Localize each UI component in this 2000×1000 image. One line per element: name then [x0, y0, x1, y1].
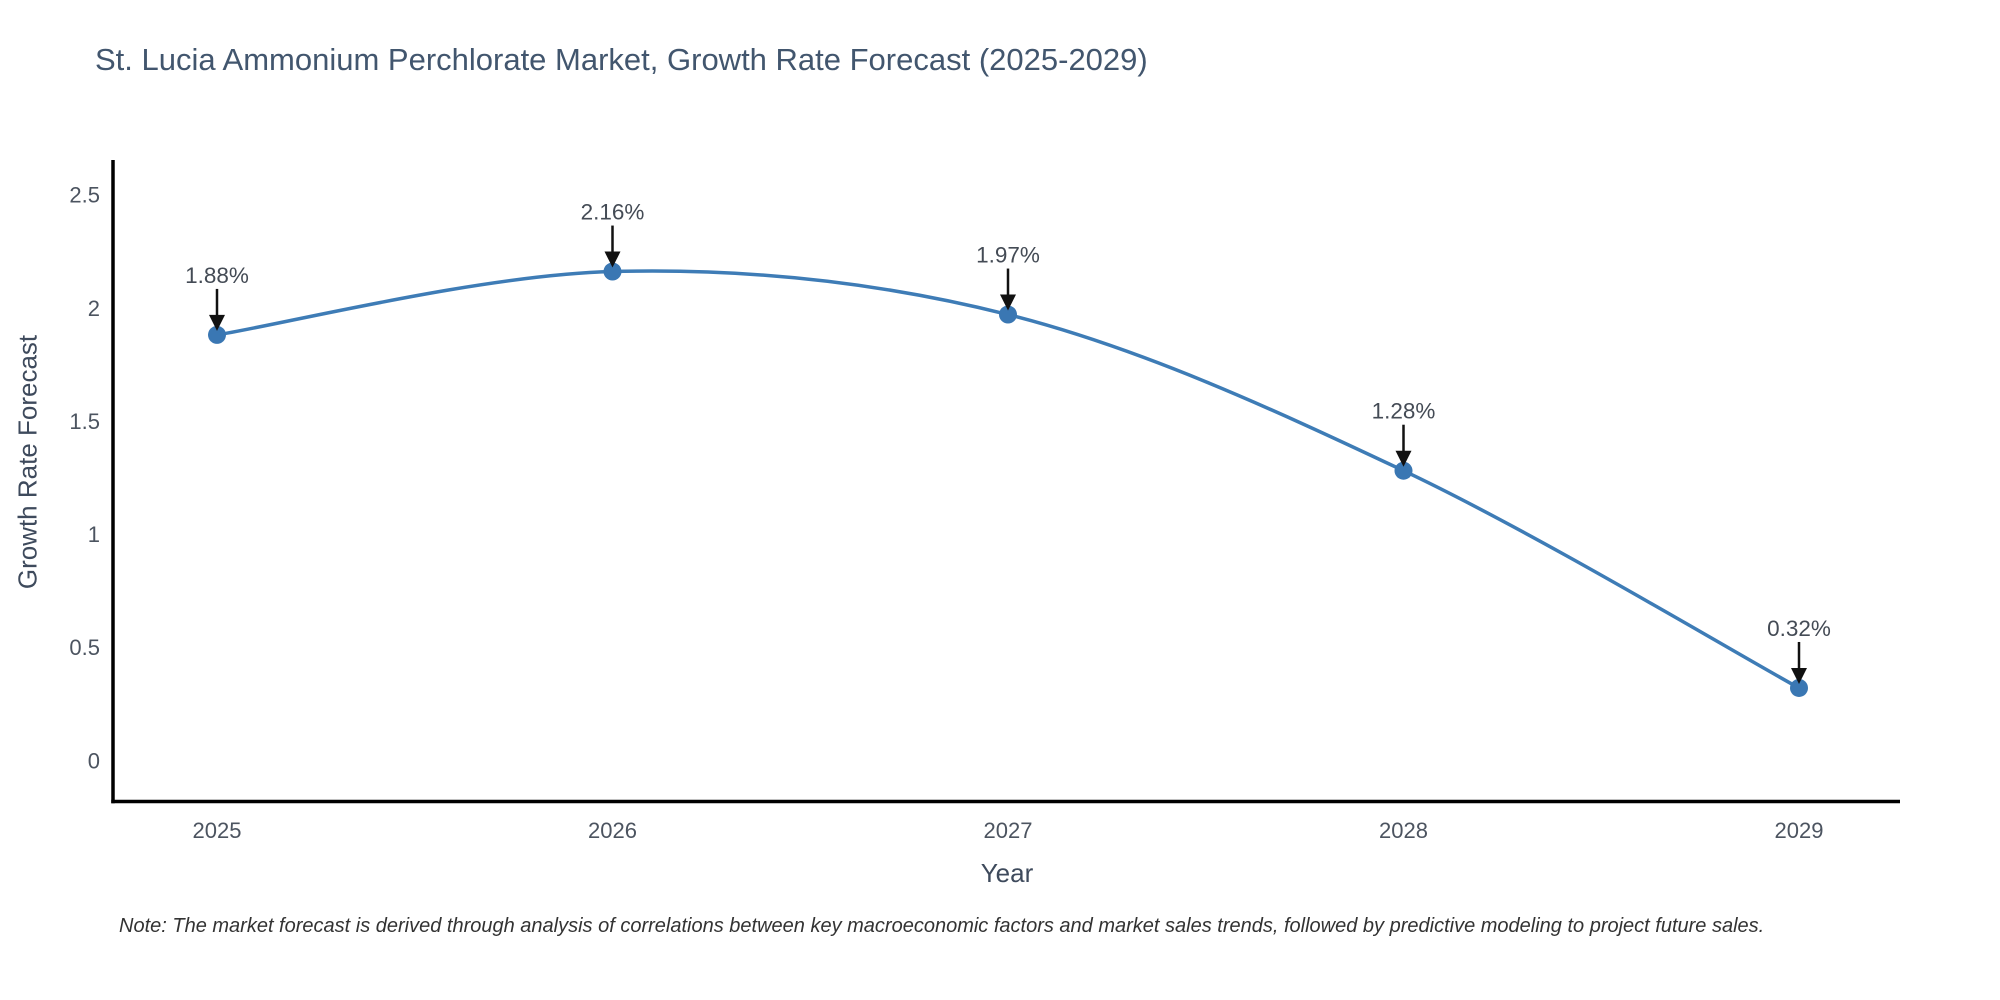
annotation-arrowhead	[1791, 667, 1807, 684]
y-tick-label: 0	[88, 748, 100, 773]
x-tick-label: 2029	[1775, 818, 1824, 843]
data-point	[208, 325, 226, 344]
y-tick-label: 2.5	[69, 183, 100, 208]
annotation-arrowhead	[1000, 294, 1016, 311]
annotation-label: 1.28%	[1372, 399, 1436, 424]
data-point	[1790, 678, 1808, 697]
annotation-arrowhead	[604, 251, 621, 268]
annotation-arrowhead	[209, 314, 225, 331]
x-tick-label: 2027	[984, 818, 1033, 843]
x-tick-label: 2028	[1379, 818, 1428, 843]
annotation-label: 0.32%	[1767, 616, 1831, 641]
annotation-label: 1.88%	[185, 263, 249, 288]
data-point	[999, 305, 1017, 324]
x-tick-label: 2025	[193, 818, 242, 843]
footnote: Note: The market forecast is derived thr…	[119, 915, 1765, 937]
y-tick-label: 1.5	[69, 409, 100, 434]
annotation-label: 2.16%	[581, 200, 645, 225]
forecast-line	[216, 269, 1800, 690]
x-tick-label: 2026	[588, 818, 637, 843]
y-tick-label: 0.5	[69, 635, 100, 660]
data-point	[603, 262, 622, 281]
x-axis-title: Year	[980, 858, 1034, 888]
data-point	[1394, 461, 1413, 480]
chart-title: St. Lucia Ammonium Perchlorate Market, G…	[95, 42, 1148, 77]
y-tick-label: 2	[88, 296, 100, 321]
y-tick-label: 1	[88, 522, 100, 547]
annotation-arrowhead	[1395, 450, 1412, 467]
annotation-label: 1.97%	[976, 243, 1040, 268]
